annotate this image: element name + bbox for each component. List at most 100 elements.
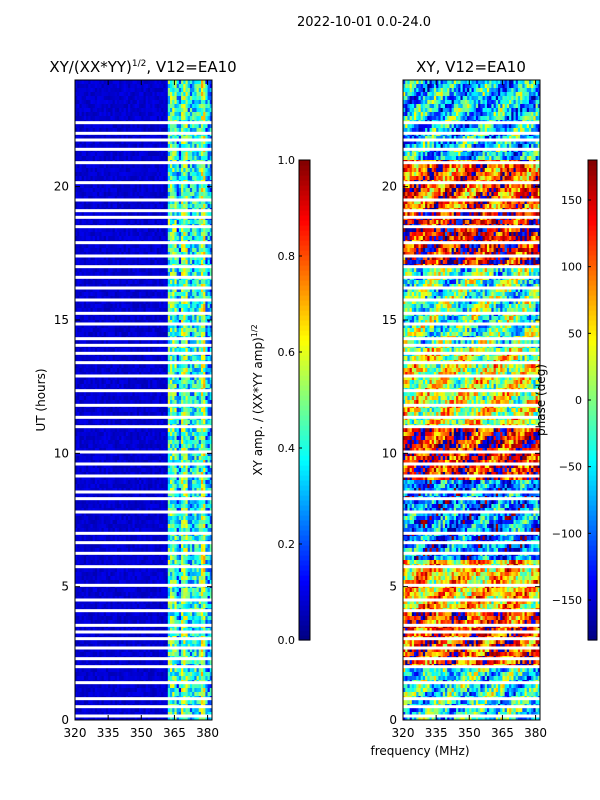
left-heatmap-cell	[79, 220, 83, 225]
left-heatmap-cell	[141, 296, 144, 301]
left-heatmap-cell	[163, 244, 167, 249]
left-heatmap-cell	[130, 204, 133, 209]
left-heatmap-cell	[200, 152, 204, 157]
left-heatmap-cell	[170, 256, 173, 261]
left-heatmap-cell	[178, 256, 182, 261]
left-heatmap-cell	[200, 236, 204, 241]
left-heatmap-cell	[176, 92, 180, 97]
left-heatmap-cell	[192, 144, 195, 149]
left-heatmap-cell	[192, 272, 195, 277]
left-heatmap-cell	[161, 140, 164, 145]
left-heatmap-cell	[108, 244, 111, 249]
left-heatmap-cell	[187, 164, 191, 169]
left-heatmap-cell	[183, 200, 186, 205]
left-heatmap-cell	[172, 108, 175, 113]
left-heatmap-cell	[116, 304, 120, 309]
left-heatmap-cell	[158, 144, 162, 149]
left-heatmap-cell	[181, 284, 184, 289]
left-heatmap-cell	[92, 108, 96, 113]
left-heatmap-cell	[77, 124, 80, 129]
left-heatmap-cell	[161, 152, 164, 157]
left-heatmap-cell	[101, 176, 105, 181]
left-heatmap-cell	[143, 184, 147, 189]
left-heatmap-cell	[128, 136, 131, 141]
left-heatmap-cell	[154, 84, 158, 89]
left-heatmap-cell	[94, 220, 98, 225]
left-heatmap-cell	[83, 268, 87, 273]
left-heatmap-cell	[187, 100, 191, 105]
left-heatmap-cell	[207, 256, 211, 261]
left-heatmap-cell	[105, 136, 109, 141]
left-heatmap-cell	[150, 172, 153, 177]
left-heatmap-cell	[167, 212, 171, 217]
left-heatmap-cell	[187, 184, 191, 189]
left-heatmap-cell	[185, 152, 189, 157]
left-heatmap-cell	[112, 200, 116, 205]
left-heatmap-cell	[143, 168, 147, 173]
left-heatmap-cell	[139, 296, 142, 301]
left-heatmap-cell	[110, 300, 114, 305]
left-heatmap-cell	[205, 88, 209, 93]
left-heatmap-cell	[185, 284, 189, 289]
left-heatmap-cell	[198, 324, 202, 329]
left-heatmap-cell	[165, 292, 169, 297]
left-heatmap-cell	[123, 92, 127, 97]
left-heatmap-cell	[189, 268, 193, 273]
left-heatmap-cell	[75, 324, 78, 329]
left-heatmap-cell	[141, 292, 144, 297]
left-heatmap-cell	[105, 96, 109, 101]
left-heatmap-cell	[147, 172, 151, 177]
left-heatmap-cell	[147, 204, 151, 209]
left-heatmap-cell	[205, 304, 209, 309]
left-heatmap-cell	[174, 92, 178, 97]
left-heatmap-cell	[141, 284, 144, 289]
left-heatmap-cell	[81, 144, 85, 149]
left-heatmap-cell	[165, 300, 169, 305]
left-heatmap-cell	[170, 324, 173, 329]
left-heatmap-cell	[116, 236, 120, 241]
left-heatmap-cell	[114, 168, 118, 173]
left-heatmap-cell	[75, 300, 78, 305]
left-heatmap-cell	[156, 308, 160, 313]
left-heatmap-cell	[132, 260, 136, 265]
left-heatmap-cell	[116, 140, 120, 145]
left-heatmap-cell	[207, 212, 211, 217]
left-heatmap-cell	[178, 168, 182, 173]
left-heatmap-cell	[189, 168, 193, 173]
left-heatmap-cell	[154, 172, 158, 177]
left-heatmap-cell	[198, 128, 202, 133]
left-heatmap-cell	[121, 204, 125, 209]
left-heatmap-cell	[167, 176, 171, 181]
left-heatmap-cell	[128, 88, 131, 93]
left-heatmap-cell	[83, 328, 87, 333]
left-heatmap-cell	[161, 236, 164, 241]
left-heatmap-cell	[101, 88, 105, 93]
left-heatmap-cell	[209, 244, 213, 249]
left-heatmap-cell	[81, 228, 85, 233]
left-heatmap-cell	[147, 296, 151, 301]
left-heatmap-cell	[141, 112, 144, 117]
left-heatmap-cell	[187, 252, 191, 257]
left-heatmap-cell	[167, 200, 171, 205]
left-heatmap-cell	[77, 96, 80, 101]
left-heatmap-cell	[94, 248, 98, 253]
left-heatmap-cell	[112, 212, 116, 217]
left-heatmap-cell	[147, 268, 151, 273]
left-heatmap-cell	[139, 96, 142, 101]
left-heatmap-cell	[123, 104, 127, 109]
left-heatmap-cell	[75, 280, 78, 285]
left-heatmap-cell	[90, 188, 94, 193]
left-heatmap-cell	[136, 292, 140, 297]
left-heatmap-cell	[141, 136, 144, 141]
left-heatmap-cell	[139, 192, 142, 197]
left-heatmap-cell	[205, 256, 209, 261]
left-heatmap-cell	[198, 220, 202, 225]
left-heatmap-cell	[94, 212, 98, 217]
left-heatmap-cell	[194, 300, 198, 305]
left-heatmap-cell	[181, 84, 184, 89]
left-heatmap-cell	[196, 296, 200, 301]
left-heatmap-cell	[132, 164, 136, 169]
left-heatmap-cell	[141, 212, 144, 217]
left-heatmap-cell	[110, 272, 114, 277]
left-heatmap-cell	[181, 196, 184, 201]
